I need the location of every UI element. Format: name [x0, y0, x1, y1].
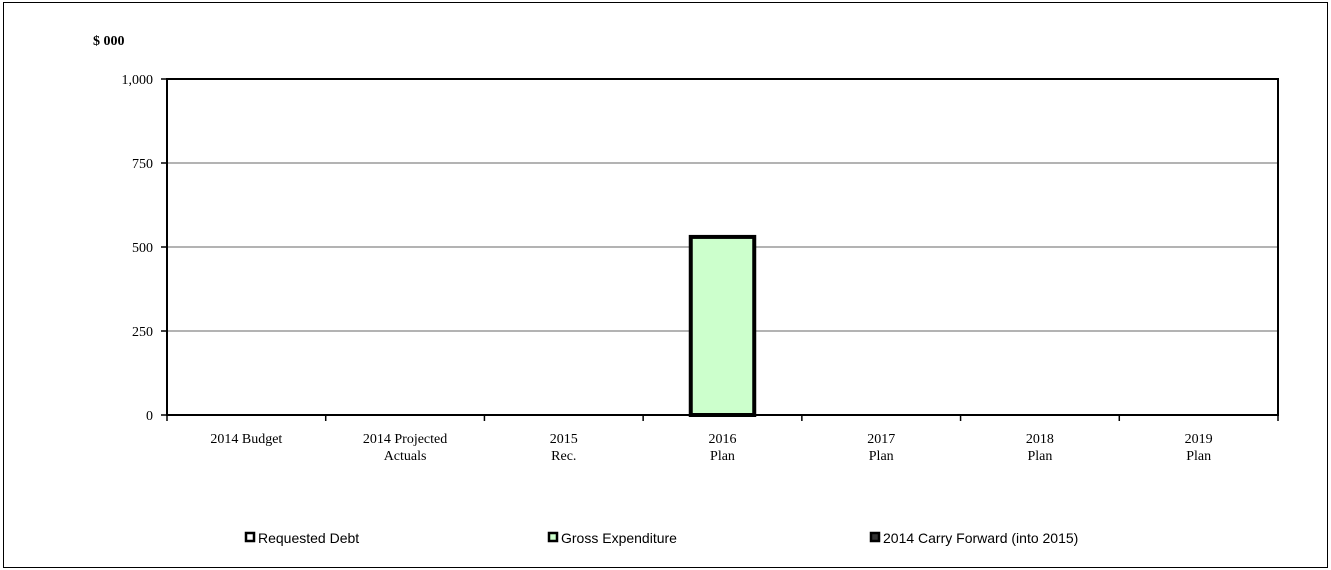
y-tick-label: 500	[132, 241, 153, 256]
x-tick-label: 2015 Rec.	[550, 432, 578, 464]
y-tick-label: 250	[132, 325, 153, 340]
legend-item: 2014 Carry Forward (into 2015)	[869, 530, 1078, 546]
bar	[688, 234, 757, 417]
x-tick-label: 2014 Projected Actuals	[363, 432, 447, 464]
legend-label: Requested Debt	[258, 530, 359, 546]
legend-item: Requested Debt	[244, 530, 359, 546]
y-tick-label: 750	[132, 157, 153, 172]
y-tick-labels: 0 250 500 750 1,000	[122, 73, 154, 424]
x-tick-label: 2016 Plan	[709, 432, 737, 464]
axes	[161, 78, 1279, 421]
plot-area-border	[166, 78, 1279, 416]
legend-swatch	[244, 531, 256, 543]
legend-swatch	[869, 531, 881, 543]
legend-label: Gross Expenditure	[561, 530, 677, 546]
x-tick-label: 2014 Budget	[210, 432, 282, 447]
x-tick-label: 2017 Plan	[867, 432, 895, 464]
legend-label: 2014 Carry Forward (into 2015)	[883, 530, 1078, 546]
x-tick-labels: 2014 Budget 2014 Projected Actuals 2015 Rec.…	[210, 432, 1212, 464]
y-unit-label: $ 000	[93, 34, 125, 49]
legend-swatch	[547, 531, 559, 543]
legend: Requested Debt Gross Expenditure 2014 Carr…	[244, 530, 1078, 546]
bars	[688, 234, 757, 417]
y-tick-label: 1,000	[122, 73, 154, 88]
y-tick-label: 0	[146, 409, 153, 424]
x-tick-label: 2018 Plan	[1026, 432, 1054, 464]
x-tick-label: 2019 Plan	[1185, 432, 1213, 464]
legend-item: Gross Expenditure	[547, 530, 677, 546]
chart-frame	[3, 2, 1328, 568]
